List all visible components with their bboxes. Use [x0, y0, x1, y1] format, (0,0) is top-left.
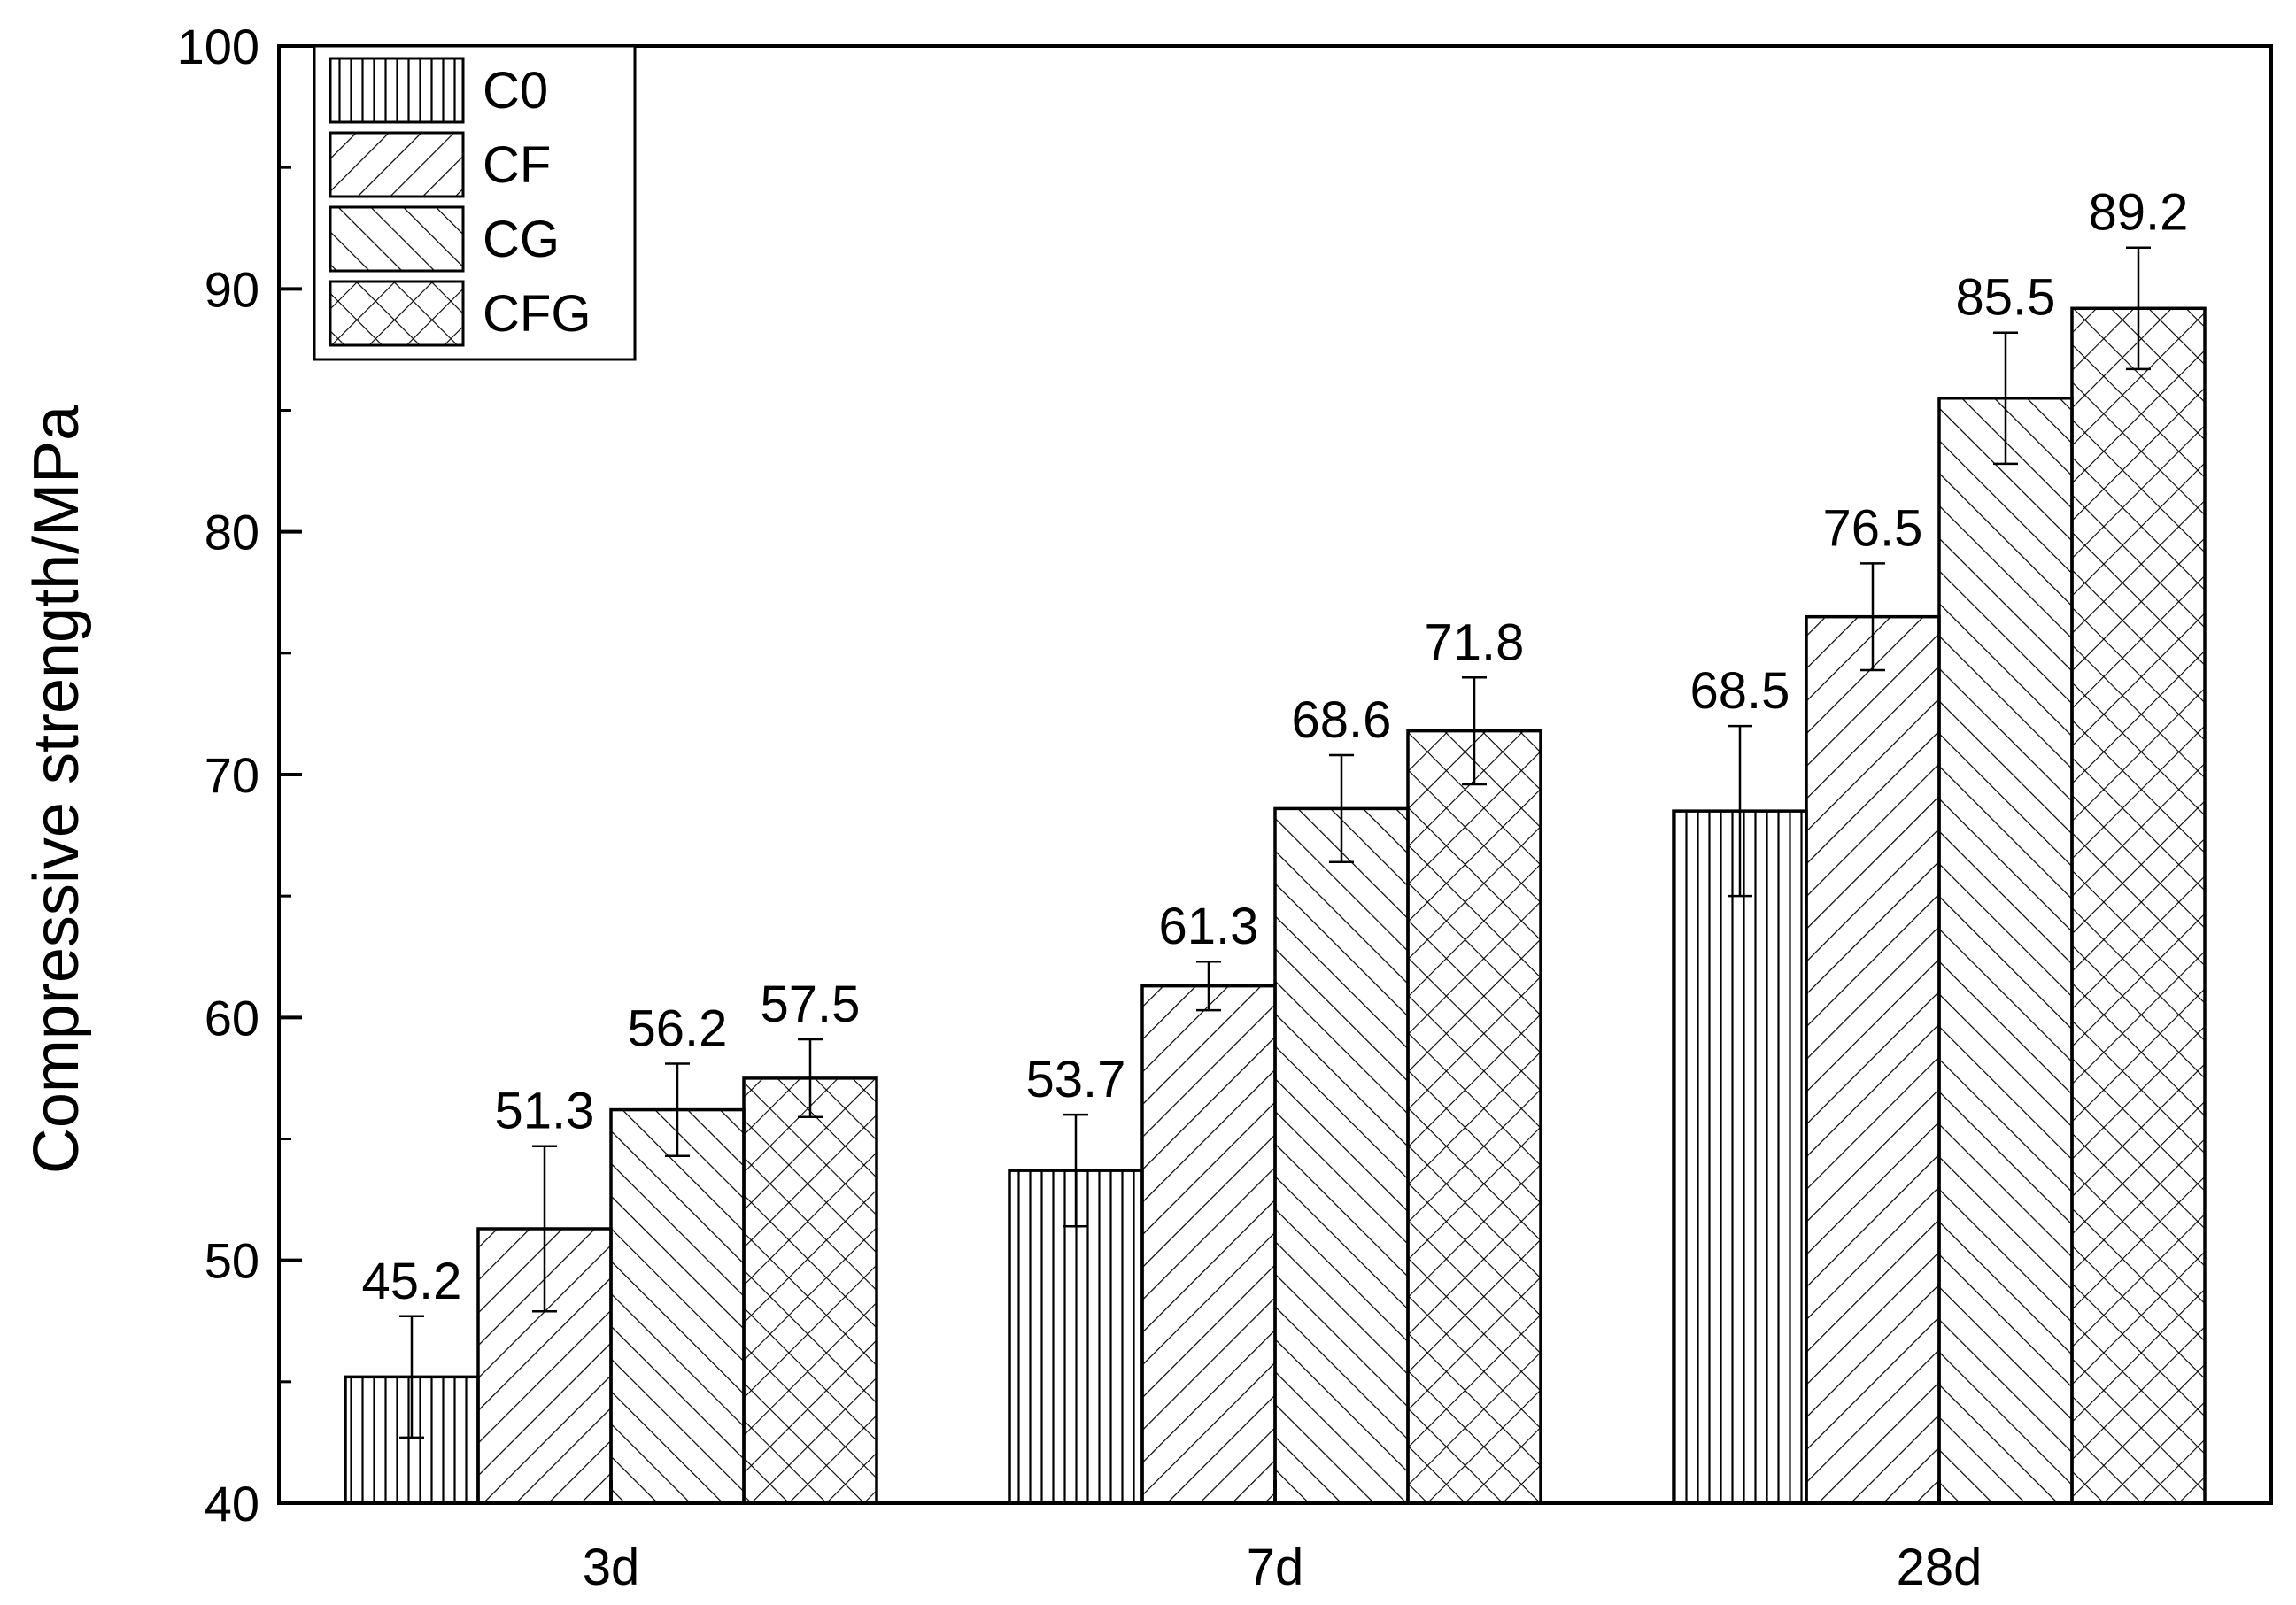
data-labels-layer: 45.2 51.3 56.2 57.5 53.7 61.3 68.6 71.8 68.5 76.5… — [362, 184, 2189, 1310]
bar-cf-28d — [1805, 614, 1941, 1505]
legend-label-cf: CF — [483, 136, 551, 194]
error-bars-layer — [399, 246, 2151, 1439]
bar-c0-28d — [1672, 809, 1808, 1505]
y-tick-label: 70 — [205, 747, 259, 803]
x-tick-label: 3d — [583, 1539, 640, 1596]
legend-label-c0: C0 — [483, 62, 548, 120]
y-tick-label: 40 — [205, 1476, 259, 1532]
data-label: 85.5 — [1956, 269, 2056, 327]
y-axis: 40 50 60 70 80 90 100 — [177, 19, 302, 1532]
bar-cg-28d — [1937, 397, 2074, 1505]
legend-swatch-c0 — [329, 57, 465, 124]
y-axis-label: Compressive strength/MPa — [21, 405, 92, 1174]
legend: C0 CF CG CFG — [313, 44, 637, 361]
legend-swatch-cf — [329, 131, 465, 198]
y-tick-label: 90 — [205, 261, 259, 317]
data-label: 53.7 — [1026, 1051, 1126, 1108]
legend-label-cfg: CFG — [483, 285, 591, 343]
data-label: 68.5 — [1690, 662, 1790, 720]
bar-cg-3d — [609, 1107, 746, 1505]
y-tick-label: 100 — [177, 19, 259, 74]
data-label: 45.2 — [362, 1253, 462, 1310]
y-tick-label: 80 — [205, 505, 259, 560]
data-label: 57.5 — [761, 976, 861, 1033]
bar-cg-7d — [1273, 806, 1410, 1505]
data-label: 56.2 — [628, 999, 728, 1057]
data-label: 89.2 — [2089, 184, 2189, 242]
bars-layer — [344, 306, 2207, 1505]
x-tick-label: 7d — [1247, 1539, 1304, 1596]
x-tick-label: 28d — [1897, 1539, 1983, 1596]
data-label: 61.3 — [1159, 898, 1259, 955]
data-label: 71.8 — [1425, 613, 1525, 671]
bar-cfg-7d — [1406, 729, 1542, 1505]
plot-frame — [277, 44, 2273, 1505]
data-label: 68.6 — [1292, 691, 1392, 749]
legend-swatch-cg — [329, 205, 465, 273]
legend-swatch-cfg — [329, 280, 465, 347]
data-label: 51.3 — [495, 1083, 595, 1140]
y-tick-label: 50 — [205, 1233, 259, 1289]
bar-cfg-3d — [742, 1076, 878, 1505]
data-label: 76.5 — [1823, 499, 1923, 557]
legend-label-cg: CG — [483, 211, 560, 268]
bar-cf-7d — [1140, 984, 1277, 1505]
y-tick-label: 60 — [205, 990, 259, 1046]
bar-cfg-28d — [2070, 306, 2207, 1505]
